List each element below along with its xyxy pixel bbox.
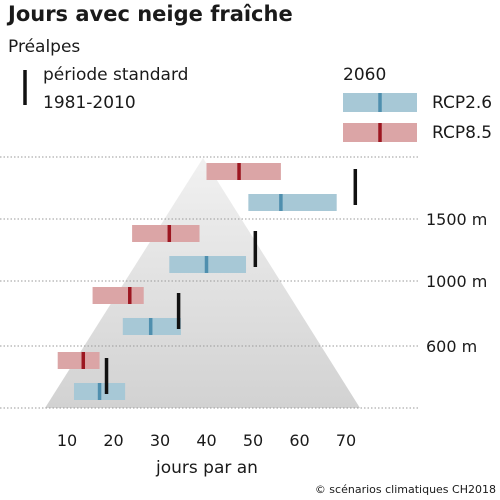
x-tick-label: 30 xyxy=(150,431,170,450)
x-tick-label: 10 xyxy=(57,431,77,450)
legend-reference-label-1: période standard xyxy=(43,65,188,85)
range-bars xyxy=(57,163,358,400)
rcp85-range-bar xyxy=(57,352,100,369)
x-tick-label: 20 xyxy=(103,431,123,450)
legend-reference-label-2: 1981-2010 xyxy=(43,93,136,113)
x-tick-label: 70 xyxy=(336,431,356,450)
legend: période standard 1981-2010 2060 RCP2.6 R… xyxy=(23,65,492,143)
elevation-label-1000m: 1000 m xyxy=(426,272,487,291)
legend-rcp85-label: RCP8.5 xyxy=(432,123,492,143)
rcp85-range-bar xyxy=(92,287,144,304)
chart-subtitle: Préalpes xyxy=(8,37,80,57)
x-axis-label: jours par an xyxy=(155,458,258,478)
source-credit: © scénarios climatiques CH2018 xyxy=(315,483,496,496)
elevation-band-2 xyxy=(92,287,181,335)
elevation-band-1 xyxy=(132,225,258,273)
x-tick-label: 50 xyxy=(243,431,263,450)
rcp26-range-bar xyxy=(248,194,337,211)
legend-scenario-header: 2060 xyxy=(343,65,386,85)
elevation-label-600m: 600 m xyxy=(426,337,477,356)
legend-rcp26-label: RCP2.6 xyxy=(432,93,492,113)
x-axis-ticks: 10 20 30 40 50 60 70 xyxy=(57,431,356,450)
rcp85-range-bar xyxy=(206,163,281,180)
elevation-band-3 xyxy=(57,352,126,400)
x-tick-label: 60 xyxy=(289,431,309,450)
elevation-band-0 xyxy=(206,163,358,211)
elevation-label-1500m: 1500 m xyxy=(426,210,487,229)
rcp85-range-bar xyxy=(132,225,200,242)
chart-title: Jours avec neige fraîche xyxy=(6,2,293,26)
x-tick-label: 40 xyxy=(196,431,216,450)
